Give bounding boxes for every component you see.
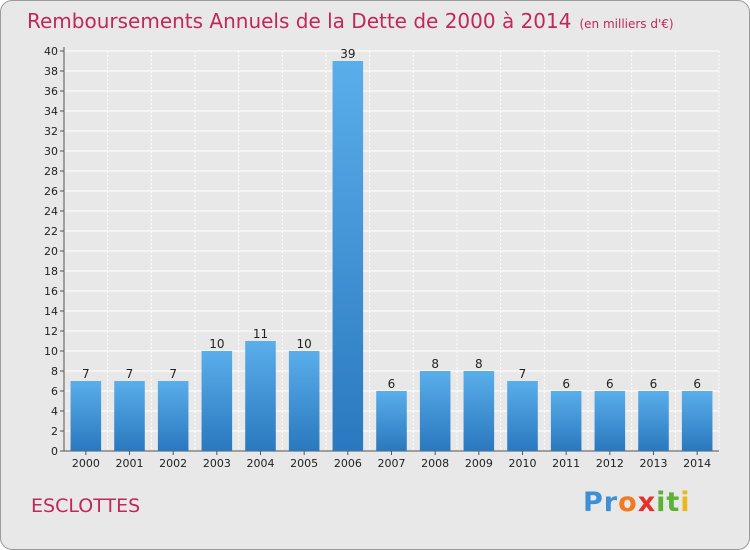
bar (507, 381, 538, 451)
y-tick-label: 30 (44, 145, 58, 158)
data-label: 6 (562, 377, 570, 391)
logo-letter: r (603, 487, 619, 518)
y-tick-label: 34 (44, 105, 58, 118)
x-tick-label: 2005 (290, 457, 318, 470)
y-tick-label: 26 (44, 185, 58, 198)
x-tick-label: 2000 (72, 457, 100, 470)
x-tick-label: 2007 (378, 457, 406, 470)
x-tick-label: 2010 (509, 457, 537, 470)
y-tick-label: 20 (44, 245, 58, 258)
logo-letter: i (680, 487, 691, 518)
y-tick-label: 10 (44, 345, 58, 358)
bar (288, 351, 320, 451)
data-label: 8 (431, 357, 439, 371)
y-tick-label: 2 (51, 425, 58, 438)
data-label: 6 (650, 377, 658, 391)
data-label: 10 (297, 337, 312, 351)
bar (245, 341, 276, 451)
y-tick-label: 36 (44, 85, 58, 98)
bar (332, 61, 364, 451)
y-tick-label: 12 (44, 325, 58, 338)
y-tick-label: 32 (44, 125, 58, 138)
data-label: 10 (209, 337, 224, 351)
logo-letter: o (618, 487, 638, 518)
data-label: 11 (253, 327, 268, 341)
bar (114, 381, 145, 451)
data-label: 7 (126, 367, 134, 381)
x-tick-labels: 2000 2001 2002 2003 2004 2005 2006 2007 2008 2009… (72, 457, 711, 470)
x-tick-label: 2006 (334, 457, 362, 470)
data-label: 6 (606, 377, 614, 391)
x-tick-label: 2008 (421, 457, 449, 470)
bar (201, 351, 233, 451)
y-tick-label: 8 (51, 365, 58, 378)
y-tick-label: 22 (44, 225, 58, 238)
y-tick-label: 16 (44, 285, 58, 298)
y-tick-label: 4 (51, 405, 58, 418)
title-text: Remboursements Annuels de la Dette de 20… (27, 9, 572, 33)
x-tick-label: 2004 (247, 457, 275, 470)
bar (463, 371, 495, 451)
x-tick-label: 2011 (552, 457, 580, 470)
y-tick-label: 18 (44, 265, 58, 278)
data-label: 6 (693, 377, 701, 391)
data-label: 7 (169, 367, 177, 381)
y-tick-label: 0 (51, 445, 58, 458)
x-tick-label: 2009 (465, 457, 493, 470)
y-tick-label: 28 (44, 165, 58, 178)
logo-letter: P (583, 487, 604, 518)
proxiti-logo[interactable]: Proxiti (583, 487, 691, 518)
bars (70, 61, 713, 451)
bar (681, 391, 713, 451)
x-tick-label: 2002 (159, 457, 187, 470)
title-unit: (en milliers d'€) (579, 17, 674, 31)
commune-name: ESCLOTTES (31, 495, 141, 517)
bar (157, 381, 189, 451)
bar (419, 371, 451, 451)
data-label: 7 (519, 367, 527, 381)
x-tick-label: 2013 (640, 457, 668, 470)
bar (376, 391, 407, 451)
y-tick-label: 24 (44, 205, 58, 218)
y-tick-label: 40 (44, 45, 58, 58)
x-tick-label: 2014 (683, 457, 711, 470)
x-tick-label: 2012 (596, 457, 624, 470)
bar (594, 391, 626, 451)
logo-letter: i (656, 487, 667, 518)
x-tick-label: 2003 (203, 457, 231, 470)
data-label: 39 (340, 47, 355, 61)
data-label: 6 (388, 377, 396, 391)
data-label: 8 (475, 357, 483, 371)
y-tick-label: 6 (51, 385, 58, 398)
bar (638, 391, 669, 451)
data-label: 7 (82, 367, 90, 381)
chart-title: Remboursements Annuels de la Dette de 20… (27, 9, 674, 33)
logo-letter: t (666, 487, 681, 518)
x-tick-label: 2001 (116, 457, 144, 470)
y-tick-label: 38 (44, 65, 58, 78)
logo-letter: x (637, 487, 657, 518)
bar (70, 381, 102, 451)
bar (550, 391, 582, 451)
y-tick-label: 14 (44, 305, 58, 318)
